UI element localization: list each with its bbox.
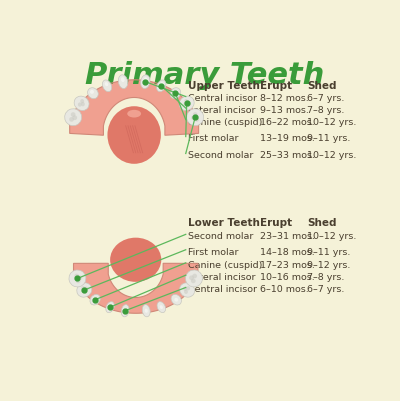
Ellipse shape: [140, 76, 150, 89]
Ellipse shape: [193, 113, 198, 117]
Text: Erupt: Erupt: [260, 217, 292, 227]
Text: First molar: First molar: [188, 247, 238, 256]
Text: Erupt: Erupt: [260, 80, 292, 90]
Ellipse shape: [174, 298, 178, 302]
Ellipse shape: [179, 97, 194, 111]
Ellipse shape: [84, 290, 87, 294]
Text: First molar: First molar: [188, 134, 238, 143]
Text: 6–7 yrs.: 6–7 yrs.: [308, 285, 345, 294]
Text: Primary Teeth: Primary Teeth: [85, 61, 325, 90]
Ellipse shape: [81, 103, 85, 107]
Ellipse shape: [77, 283, 92, 298]
Text: 6–7 yrs.: 6–7 yrs.: [308, 94, 345, 103]
Ellipse shape: [69, 118, 74, 122]
Text: 13–19 mos.: 13–19 mos.: [260, 134, 315, 143]
Text: Lower Teeth: Lower Teeth: [188, 217, 260, 227]
Text: 23–31 mos.: 23–31 mos.: [260, 232, 316, 241]
Ellipse shape: [170, 89, 181, 99]
Text: Canine (cuspid): Canine (cuspid): [188, 260, 262, 269]
Ellipse shape: [88, 89, 98, 99]
Ellipse shape: [121, 305, 129, 317]
Ellipse shape: [145, 309, 148, 313]
Text: 10–16 mos.: 10–16 mos.: [260, 272, 315, 282]
Text: 16–22 mos.: 16–22 mos.: [260, 117, 315, 126]
Ellipse shape: [184, 103, 187, 107]
Ellipse shape: [184, 100, 188, 104]
Ellipse shape: [118, 76, 128, 89]
Ellipse shape: [84, 287, 88, 291]
Ellipse shape: [81, 286, 85, 291]
Ellipse shape: [157, 302, 166, 313]
Text: Second molar: Second molar: [188, 151, 254, 160]
Text: 10–12 yrs.: 10–12 yrs.: [308, 151, 357, 160]
Ellipse shape: [93, 298, 97, 302]
Text: 9–11 yrs.: 9–11 yrs.: [308, 134, 351, 143]
Ellipse shape: [74, 97, 89, 111]
Text: 10–12 yrs.: 10–12 yrs.: [308, 232, 357, 241]
Text: 9–12 yrs.: 9–12 yrs.: [308, 260, 351, 269]
Ellipse shape: [171, 295, 182, 305]
Ellipse shape: [186, 286, 190, 291]
Ellipse shape: [144, 78, 148, 83]
Text: 7–8 yrs.: 7–8 yrs.: [308, 272, 345, 282]
Polygon shape: [74, 263, 198, 314]
Ellipse shape: [90, 91, 94, 95]
Text: 25–33 mos.: 25–33 mos.: [260, 151, 316, 160]
Ellipse shape: [186, 103, 190, 107]
Ellipse shape: [65, 109, 82, 126]
Ellipse shape: [78, 276, 82, 280]
Ellipse shape: [78, 103, 82, 107]
Ellipse shape: [76, 279, 80, 284]
Ellipse shape: [194, 118, 199, 122]
Text: Upper Teeth: Upper Teeth: [188, 80, 260, 90]
Ellipse shape: [121, 78, 125, 83]
Text: 9–11 yrs.: 9–11 yrs.: [308, 247, 351, 256]
Polygon shape: [70, 81, 199, 136]
Ellipse shape: [191, 279, 196, 284]
Ellipse shape: [189, 276, 194, 280]
Ellipse shape: [90, 295, 100, 305]
Ellipse shape: [127, 111, 141, 118]
Ellipse shape: [74, 274, 79, 279]
Text: 9–13 mos.: 9–13 mos.: [260, 106, 309, 115]
Text: 14–18 mos.: 14–18 mos.: [260, 247, 315, 256]
Text: Shed: Shed: [308, 80, 337, 90]
Ellipse shape: [160, 306, 163, 309]
Ellipse shape: [157, 81, 166, 93]
Ellipse shape: [174, 91, 178, 95]
Text: 8–12 mos.: 8–12 mos.: [260, 94, 309, 103]
Ellipse shape: [102, 81, 112, 93]
Ellipse shape: [105, 83, 108, 87]
Ellipse shape: [72, 116, 77, 121]
Ellipse shape: [186, 270, 202, 287]
Text: 10–12 yrs.: 10–12 yrs.: [308, 117, 357, 126]
Text: 7–8 yrs.: 7–8 yrs.: [308, 106, 345, 115]
Ellipse shape: [110, 238, 161, 282]
Ellipse shape: [108, 107, 161, 164]
Ellipse shape: [183, 287, 187, 291]
Ellipse shape: [160, 83, 164, 87]
Text: Lateral incisor: Lateral incisor: [188, 106, 256, 115]
Text: 6–10 mos.: 6–10 mos.: [260, 285, 309, 294]
Ellipse shape: [191, 116, 196, 121]
Ellipse shape: [80, 100, 84, 104]
Text: Lateral incisor: Lateral incisor: [188, 272, 256, 282]
Ellipse shape: [71, 113, 76, 117]
Text: Canine (cuspid): Canine (cuspid): [188, 117, 262, 126]
Ellipse shape: [142, 305, 150, 317]
Ellipse shape: [184, 290, 188, 294]
Ellipse shape: [180, 283, 194, 298]
Text: Second molar: Second molar: [188, 232, 254, 241]
Ellipse shape: [69, 270, 86, 287]
Ellipse shape: [187, 109, 204, 126]
Text: Central incisor: Central incisor: [188, 94, 257, 103]
Ellipse shape: [124, 309, 127, 313]
Ellipse shape: [106, 302, 114, 313]
Ellipse shape: [108, 306, 112, 309]
Text: Shed: Shed: [308, 217, 337, 227]
Text: 17–23 mos.: 17–23 mos.: [260, 260, 315, 269]
Text: Central incisor: Central incisor: [188, 285, 257, 294]
Ellipse shape: [192, 274, 197, 279]
